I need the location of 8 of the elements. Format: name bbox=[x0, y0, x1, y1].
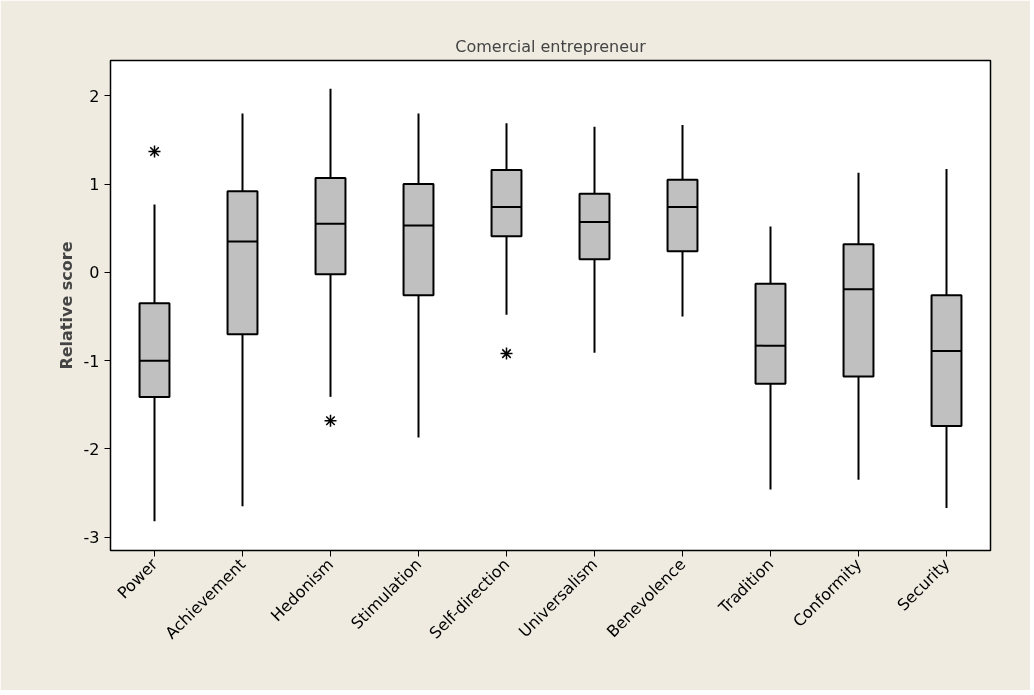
chart-title: Comercial entrepreneur bbox=[455, 36, 647, 56]
y-tick-label: 2 bbox=[89, 86, 100, 106]
y-axis-title: Relative score bbox=[56, 241, 76, 370]
y-tick-label: -3 bbox=[83, 528, 100, 548]
y-tick-label: -2 bbox=[83, 439, 100, 459]
y-tick-label: 0 bbox=[89, 263, 100, 283]
y-tick-label: 1 bbox=[89, 175, 100, 195]
y-tick-label: -1 bbox=[83, 351, 100, 371]
